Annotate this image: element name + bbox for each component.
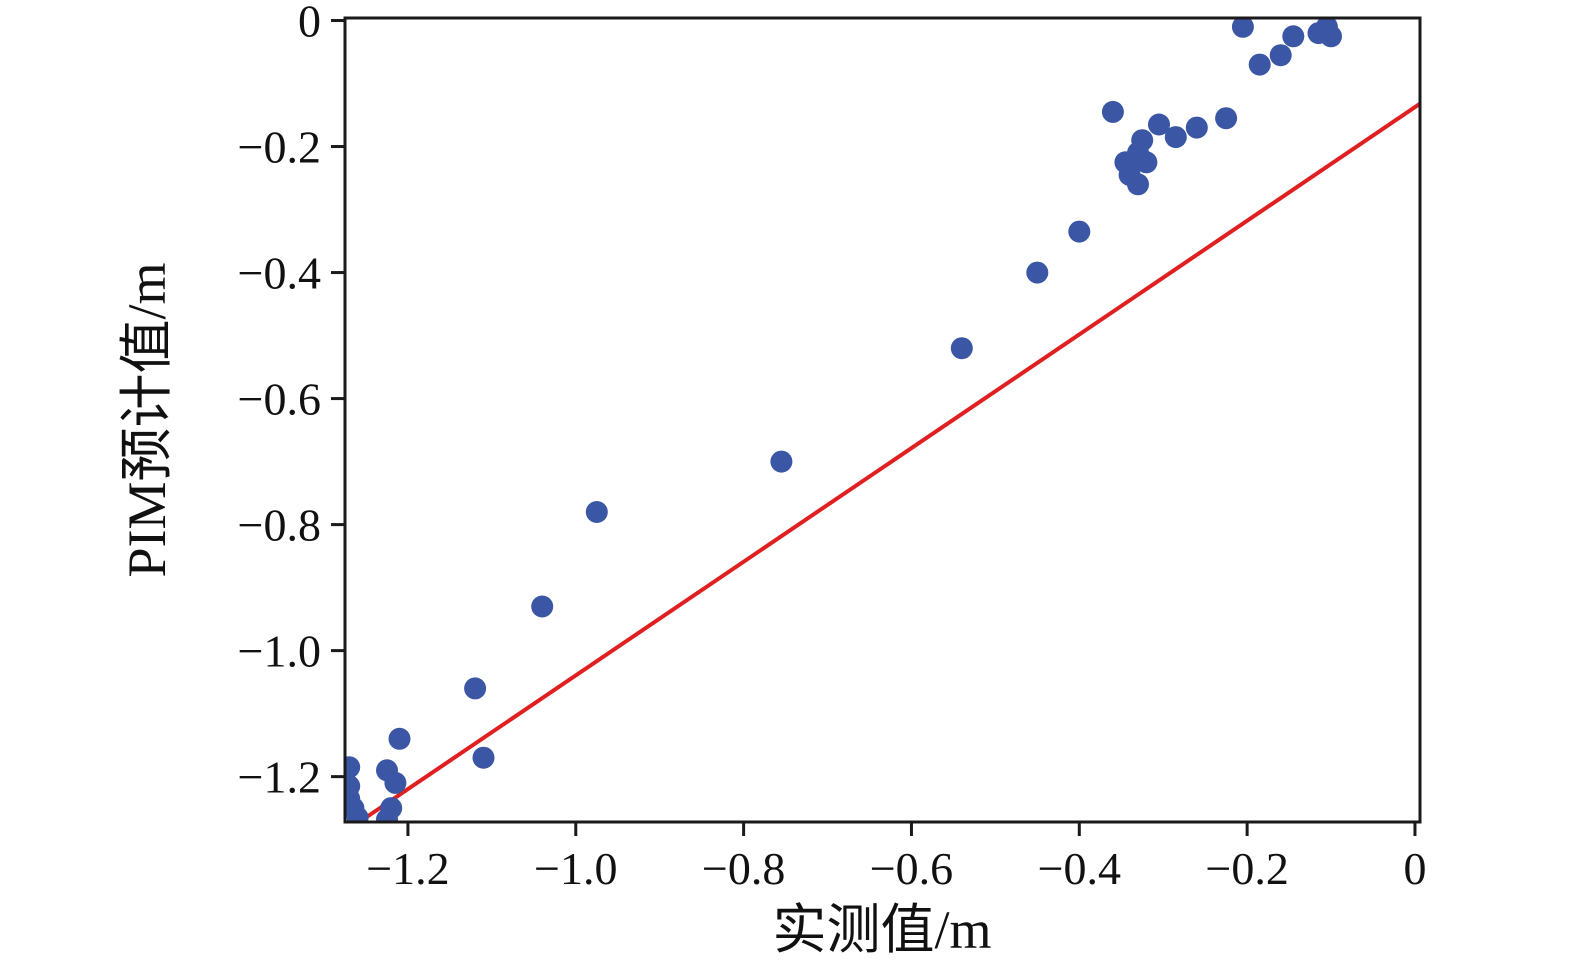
scatter-point <box>346 806 369 822</box>
x-tick-label: −0.6 <box>870 843 953 894</box>
scatter-point <box>1282 25 1305 48</box>
series-layer <box>345 18 1420 822</box>
scatter-point <box>1068 220 1091 243</box>
scatter-point <box>345 756 361 779</box>
plot-border <box>343 16 1422 824</box>
scatter-point <box>1320 25 1342 48</box>
y-tick-label: −0.6 <box>238 374 321 425</box>
scatter-point <box>1231 18 1254 38</box>
scatter-point <box>1215 107 1238 130</box>
y-tick-label: −0.8 <box>238 500 321 551</box>
y-tick-label: −0.2 <box>238 122 321 173</box>
scatter-point <box>464 677 487 700</box>
x-axis-title: 实测值/m <box>772 900 991 960</box>
scatter-point <box>1135 151 1158 174</box>
x-tick-label: −0.8 <box>702 843 785 894</box>
y-tick-label: −1.0 <box>238 626 321 677</box>
x-tick-label: −0.2 <box>1205 843 1288 894</box>
axis-ticks <box>331 19 1417 836</box>
y-axis-title: PIM预计值/m <box>117 262 177 577</box>
scatter-point <box>585 501 608 523</box>
y-tick-label: −1.2 <box>238 752 321 803</box>
scatter-point <box>950 337 973 360</box>
reference-line <box>358 102 1420 822</box>
axis-tick-labels: −1.2 −1.0 −0.8 −0.6 −0.4 −0.2 0 0 −0.2 −0.4 −0.6 −0… <box>238 0 1427 894</box>
scatter-point <box>472 746 495 769</box>
scatter-point <box>1026 261 1049 284</box>
x-tick-label: −1.0 <box>534 843 617 894</box>
x-tick-label: −1.2 <box>366 843 449 894</box>
y-tick-label: 0 <box>298 0 321 47</box>
scatter-point <box>531 595 554 618</box>
scatter-point <box>1248 53 1271 76</box>
scatter-point <box>1269 44 1292 67</box>
plot-background <box>345 18 1420 822</box>
scatter-point <box>1164 126 1187 149</box>
scatter-point <box>1185 116 1208 139</box>
x-tick-label: 0 <box>1403 843 1426 894</box>
scatter-point <box>388 727 411 750</box>
scatter-point <box>770 450 793 473</box>
scatter-point <box>1148 113 1170 136</box>
scatter-point <box>1131 129 1154 152</box>
y-tick-label: −0.4 <box>238 248 321 299</box>
scatter-point <box>1101 100 1124 123</box>
scatter-point <box>376 808 398 822</box>
scatter-point <box>384 771 407 794</box>
scatter-point <box>1127 173 1149 196</box>
x-tick-label: −0.4 <box>1038 843 1121 894</box>
